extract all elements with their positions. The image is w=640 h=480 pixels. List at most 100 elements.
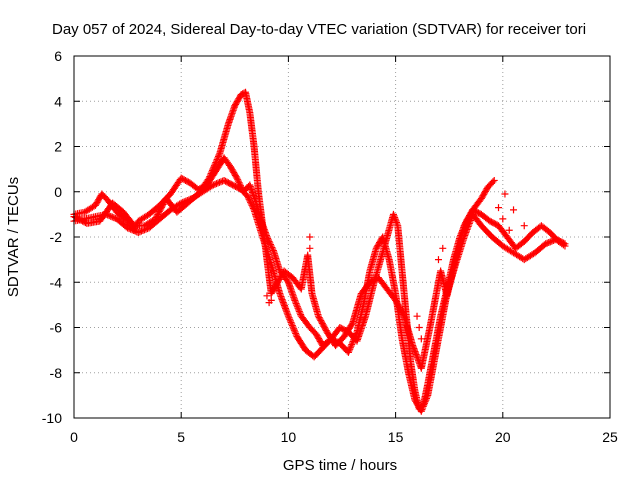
data-point [434,256,442,264]
data-point [345,347,353,355]
data-point [291,328,299,336]
data-point [561,242,569,250]
x-tick-label: 25 [602,429,618,445]
data-point [415,324,423,331]
data-point [294,304,302,312]
data-point [399,311,407,319]
data-point [510,206,518,214]
data-point [268,244,276,252]
data-point [210,162,218,170]
data-point [215,178,223,186]
data-point [125,225,133,233]
data-point [293,303,301,311]
data-point [244,194,252,202]
data-point [128,226,136,234]
data-point [542,240,550,248]
data-point [290,325,298,333]
data-point [267,296,275,304]
data-point [495,204,503,212]
data-point [215,151,223,159]
data-point [205,174,213,182]
data-point [352,330,360,338]
data-point [421,398,429,406]
y-axis-label: SDTVAR / TECUs [5,177,22,297]
data-point [206,171,214,179]
data-point [352,331,360,339]
data-point [234,176,242,184]
y-tick-label: -8 [50,365,63,381]
data-point [289,323,297,331]
data-point [213,156,221,164]
data-point [124,224,132,232]
data-point [545,238,553,246]
chart-title: Day 057 of 2024, Sidereal Day-to-day VTE… [52,21,586,38]
y-tick-label: -4 [50,274,63,290]
data-point [204,176,212,184]
data-point [214,179,222,187]
data-point [127,225,135,233]
data-point [269,245,277,253]
data-point [348,339,356,347]
data-point [295,307,303,315]
data-point [422,396,430,404]
data-point [208,168,216,176]
data-point [263,292,271,300]
data-point [134,228,142,236]
data-point [249,204,257,212]
x-tick-label: 15 [388,429,404,445]
data-point [490,176,498,184]
data-point [393,218,401,226]
data-point [208,166,216,174]
data-point [212,157,220,165]
data-point [543,239,551,247]
data-point [421,399,429,407]
y-tick-label: 6 [54,48,62,64]
data-point [389,210,397,218]
x-tick-label: 20 [495,429,511,445]
data-point [350,334,358,342]
data-point [286,315,294,323]
data-point [210,163,218,171]
data-point [413,312,421,320]
y-tick-label: -2 [50,229,63,245]
data-point [499,215,507,223]
data-point [292,329,300,337]
data-point [288,320,296,328]
data-point [291,298,299,306]
data-point [501,190,509,198]
x-tick-label: 10 [281,429,297,445]
data-point [211,160,219,168]
data-point [296,309,304,317]
data-point [293,301,301,309]
data-point [246,197,254,205]
data-point [208,182,216,190]
y-tick-label: 4 [54,93,62,109]
x-axis-label: GPS time / hours [283,457,397,474]
data-point [417,335,425,343]
data-point [349,337,357,345]
data-point [422,395,430,403]
y-tick-label: -6 [50,320,63,336]
data-point [206,173,214,181]
data-point [209,165,217,173]
data-point [291,296,299,304]
data-point [418,406,426,414]
data-point [287,318,295,326]
data-point [350,336,358,344]
data-point [285,314,293,322]
data-point [211,180,219,188]
x-tick-label: 5 [177,429,185,445]
data-point [292,300,300,308]
data-point [306,233,314,241]
y-tick-label: 2 [54,139,62,155]
x-tick-label: 0 [70,429,78,445]
data-point [344,348,352,356]
data-point [392,217,400,225]
data-point [423,393,431,401]
data-point [505,226,513,234]
data-point [284,312,292,320]
data-point [286,317,294,325]
data-point [235,179,243,187]
